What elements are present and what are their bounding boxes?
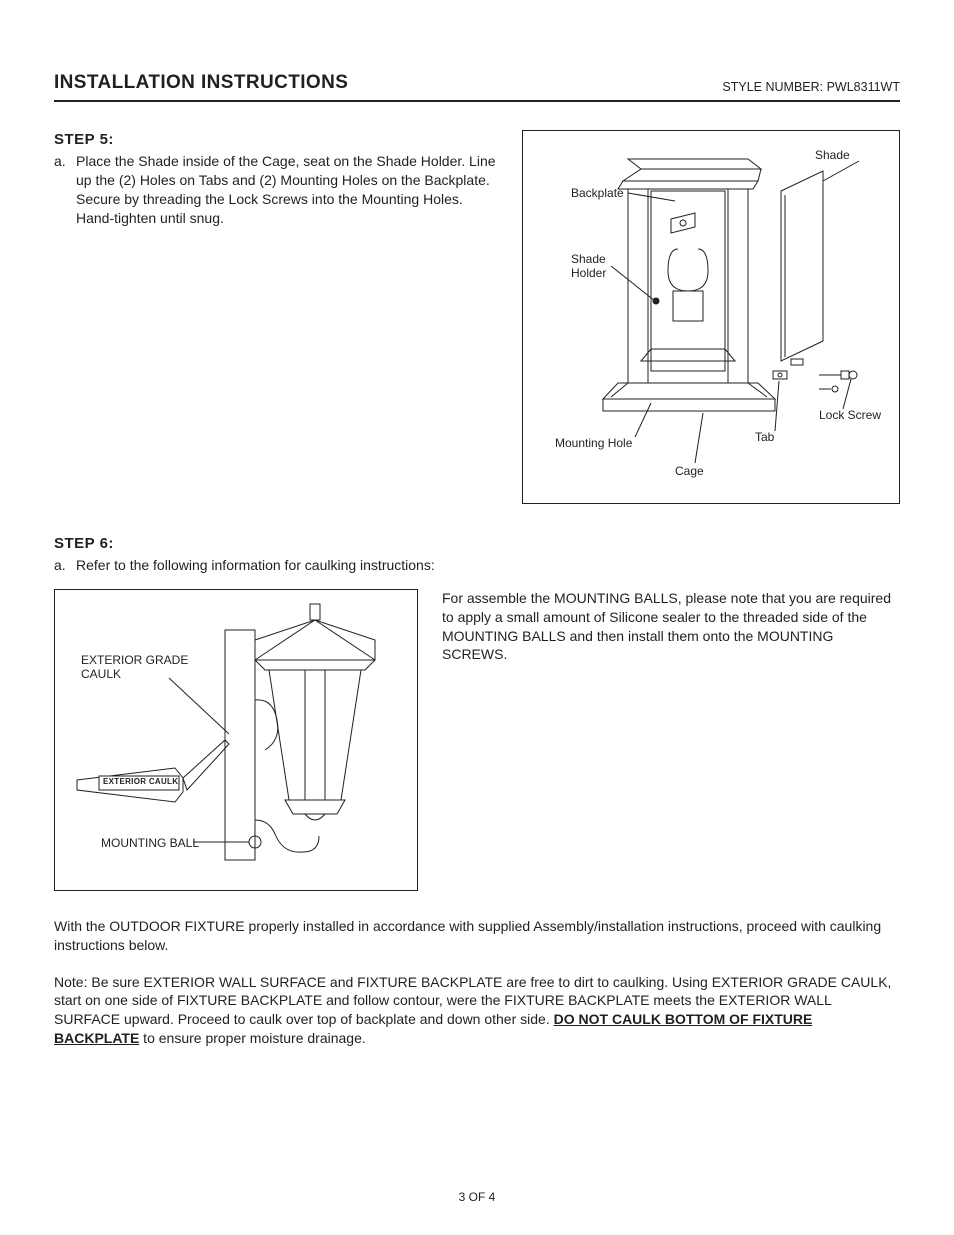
step5-text: Place the Shade inside of the Cage, seat… — [76, 152, 504, 228]
step6-row: EXTERIOR GRADE CAULK MOUNTING BALL EXTER… — [54, 589, 900, 891]
step6-text: Refer to the following information for c… — [76, 556, 900, 575]
diagram-step5: Shade Backplate Shade Holder Lock Screw … — [522, 130, 900, 504]
label-backplate: Backplate — [571, 185, 624, 201]
outdoor-fixture-paragraph: With the OUTDOOR FIXTURE properly instal… — [54, 917, 900, 955]
step6-block: STEP 6: a. Refer to the following inform… — [54, 534, 900, 575]
step6-heading: STEP 6: — [54, 534, 900, 554]
mounting-balls-paragraph: For assemble the MOUNTING BALLS, please … — [442, 589, 900, 665]
step5-heading: STEP 5: — [54, 130, 504, 150]
style-number: STYLE NUMBER: PWL8311WT — [722, 79, 900, 96]
step6-list: a. Refer to the following information fo… — [54, 556, 900, 575]
diagram-step6: EXTERIOR GRADE CAULK MOUNTING BALL EXTER… — [54, 589, 418, 891]
label-tube-text: EXTERIOR CAULK — [103, 777, 178, 788]
header-title: INSTALLATION INSTRUCTIONS — [54, 70, 348, 96]
page-footer: 3 OF 4 — [0, 1189, 954, 1205]
label-tab: Tab — [755, 429, 774, 445]
label-cage: Cage — [675, 463, 704, 479]
note-text-c: to ensure proper moisture drainage. — [139, 1030, 365, 1046]
step5-list: a. Place the Shade inside of the Cage, s… — [54, 152, 504, 228]
label-shade: Shade — [815, 147, 850, 163]
label-mounting-ball: MOUNTING BALL — [101, 835, 199, 851]
page-header: INSTALLATION INSTRUCTIONS STYLE NUMBER: … — [54, 70, 900, 102]
note-paragraph: Note: Be sure EXTERIOR WALL SURFACE and … — [54, 973, 900, 1049]
step5-marker: a. — [54, 152, 76, 228]
label-shade-holder-2: Holder — [571, 265, 606, 281]
label-lock-screw: Lock Screw — [819, 407, 881, 423]
step5-block: STEP 5: a. Place the Shade inside of the… — [54, 130, 900, 504]
step6-marker: a. — [54, 556, 76, 575]
label-mounting-hole: Mounting Hole — [555, 435, 632, 451]
label-ext-caulk-2: CAULK — [81, 666, 121, 682]
